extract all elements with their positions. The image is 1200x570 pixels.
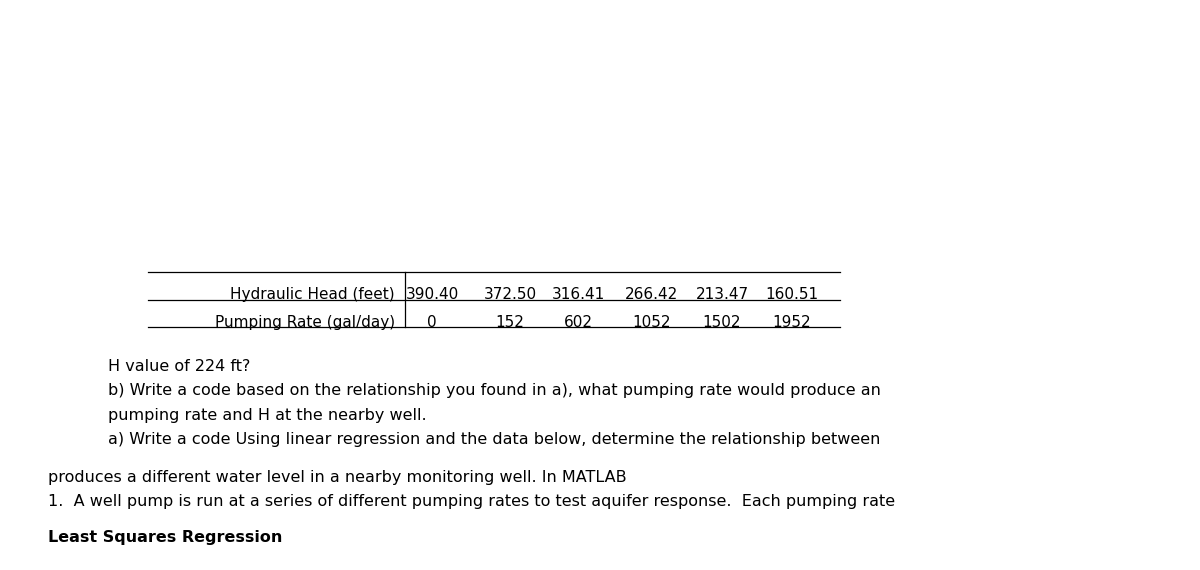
Text: a) Write a code Using linear regression and the data below, determine the relati: a) Write a code Using linear regression … [108,432,881,447]
Text: 602: 602 [564,315,593,330]
Text: 1.  A well pump is run at a series of different pumping rates to test aquifer re: 1. A well pump is run at a series of dif… [48,494,895,509]
Text: 152: 152 [496,315,524,330]
Text: 0: 0 [427,315,437,330]
Text: 160.51: 160.51 [766,287,818,302]
Text: 266.42: 266.42 [625,287,679,302]
Text: produces a different water level in a nearby monitoring well. In MATLAB: produces a different water level in a ne… [48,470,626,485]
Text: Pumping Rate (gal/day): Pumping Rate (gal/day) [215,315,395,330]
Text: 1502: 1502 [703,315,742,330]
Text: 316.41: 316.41 [551,287,605,302]
Text: H value of 224 ft?: H value of 224 ft? [108,359,251,374]
Text: 1952: 1952 [773,315,811,330]
Text: pumping rate and H at the nearby well.: pumping rate and H at the nearby well. [108,408,427,423]
Text: 390.40: 390.40 [406,287,458,302]
Text: Hydraulic Head (feet): Hydraulic Head (feet) [230,287,395,302]
Text: Least Squares Regression: Least Squares Regression [48,530,282,545]
Text: b) Write a code based on the relationship you found in a), what pumping rate wou: b) Write a code based on the relationshi… [108,383,881,398]
Text: 372.50: 372.50 [484,287,536,302]
Text: 1052: 1052 [632,315,671,330]
Text: 213.47: 213.47 [696,287,749,302]
